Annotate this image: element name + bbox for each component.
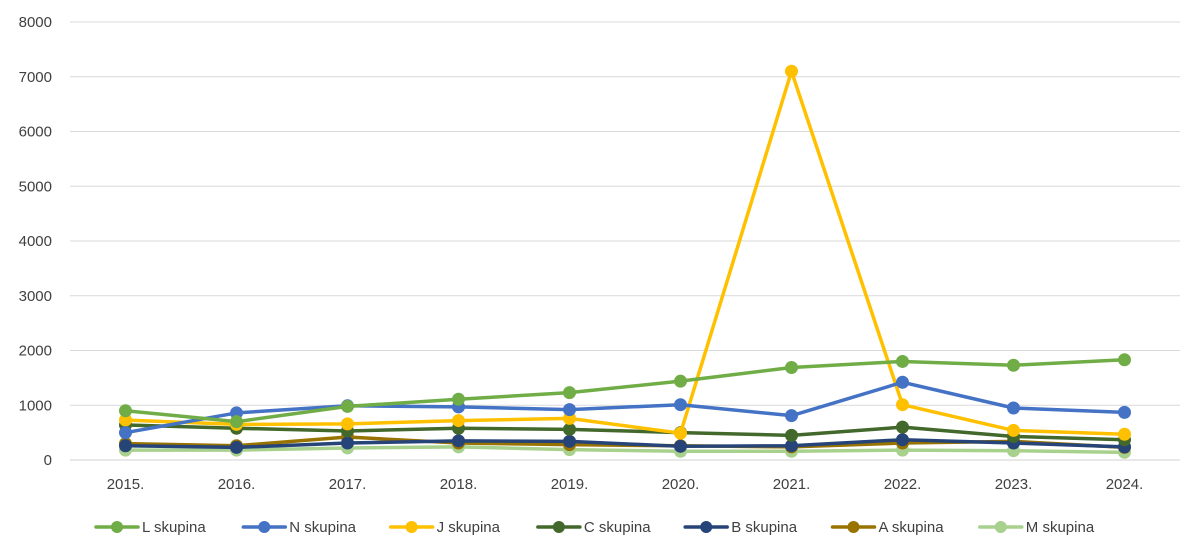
legend-swatch-marker <box>994 521 1007 533</box>
data-point <box>452 434 465 448</box>
y-tick-label: 4000 <box>19 233 52 250</box>
data-point <box>1118 405 1131 419</box>
data-point <box>674 398 687 412</box>
data-point <box>1007 358 1020 372</box>
y-tick-label: 6000 <box>19 124 52 141</box>
data-point <box>785 64 798 78</box>
y-tick-label: 5000 <box>19 178 52 195</box>
series-3 <box>119 64 1131 441</box>
x-tick-label: 2015. <box>107 476 145 493</box>
series-line <box>123 69 1127 437</box>
data-point <box>674 426 687 440</box>
data-point <box>1118 427 1131 441</box>
legend-swatch-marker <box>700 521 713 533</box>
legend-item: N skupina <box>241 519 357 536</box>
data-point <box>119 426 132 440</box>
legend: L skupina N skupina J skupina C skupina B sk… <box>94 519 1095 536</box>
y-tick-label: 3000 <box>19 288 52 305</box>
data-point <box>1007 401 1020 415</box>
y-tick-label: 8000 <box>19 14 52 31</box>
x-tick-label: 2022. <box>884 476 922 493</box>
data-point <box>452 392 465 406</box>
x-axis-ticks: 2015. 2016. 2017. 2018. 2019. 2020. 2021. 2022.… <box>107 476 1144 493</box>
data-point <box>230 440 243 454</box>
data-point <box>896 420 909 434</box>
x-tick-label: 2017. <box>329 476 367 493</box>
data-point <box>563 434 576 448</box>
data-point <box>785 409 798 423</box>
series-line <box>123 358 1127 424</box>
legend-swatch-marker <box>405 521 418 533</box>
data-point <box>563 422 576 436</box>
legend-swatch-marker <box>552 521 565 533</box>
legend-label: N skupina <box>289 519 356 536</box>
legend-label: L skupina <box>142 519 206 536</box>
legend-item: B skupina <box>683 519 798 536</box>
data-point <box>785 428 798 442</box>
x-tick-label: 2016. <box>218 476 256 493</box>
series-1 <box>119 353 1131 429</box>
data-point <box>452 414 465 428</box>
legend-swatch-marker <box>111 521 123 533</box>
y-tick-label: 1000 <box>19 397 52 414</box>
data-point <box>230 415 243 429</box>
data-point <box>563 403 576 417</box>
y-tick-label: 0 <box>44 452 52 469</box>
y-axis-ticks: 0 1000 2000 3000 4000 5000 6000 7000 8000 <box>19 14 52 469</box>
legend-label: C skupina <box>584 519 651 536</box>
data-point <box>896 398 909 412</box>
data-point <box>119 404 132 418</box>
data-point <box>341 399 354 413</box>
data-point <box>341 436 354 450</box>
y-tick-label: 7000 <box>19 69 52 86</box>
legend-label: M skupina <box>1026 519 1095 536</box>
legend-label: J skupina <box>437 519 501 536</box>
legend-swatch-marker <box>847 521 860 533</box>
y-tick-label: 2000 <box>19 343 52 360</box>
data-point <box>896 433 909 447</box>
gridlines <box>70 21 1180 461</box>
series-line <box>123 437 1127 450</box>
data-point <box>563 386 576 400</box>
legend-item: C skupina <box>536 519 651 536</box>
legend-item: J skupina <box>388 519 501 536</box>
data-point <box>785 360 798 374</box>
data-point <box>119 439 132 453</box>
data-point <box>674 374 687 388</box>
x-tick-label: 2018. <box>440 476 478 493</box>
data-point <box>896 354 909 368</box>
data-point <box>674 439 687 453</box>
x-tick-label: 2024. <box>1106 476 1144 493</box>
legend-item: L skupina <box>94 519 206 536</box>
legend-item: A skupina <box>830 519 945 536</box>
series-5 <box>119 433 1131 454</box>
series-line <box>123 380 1127 435</box>
x-tick-label: 2023. <box>995 476 1033 493</box>
x-tick-label: 2019. <box>551 476 589 493</box>
x-tick-label: 2021. <box>773 476 811 493</box>
data-point <box>1007 423 1020 437</box>
series-line <box>123 445 1127 455</box>
data-point <box>896 375 909 389</box>
legend-label: A skupina <box>879 519 945 536</box>
data-point <box>341 417 354 431</box>
data-point <box>1118 353 1131 367</box>
legend-label: B skupina <box>731 519 798 536</box>
x-tick-label: 2020. <box>662 476 700 493</box>
legend-item: M skupina <box>978 519 1095 536</box>
series-line <box>123 423 1127 442</box>
legend-swatch-marker <box>258 521 271 533</box>
series-group <box>119 64 1131 459</box>
